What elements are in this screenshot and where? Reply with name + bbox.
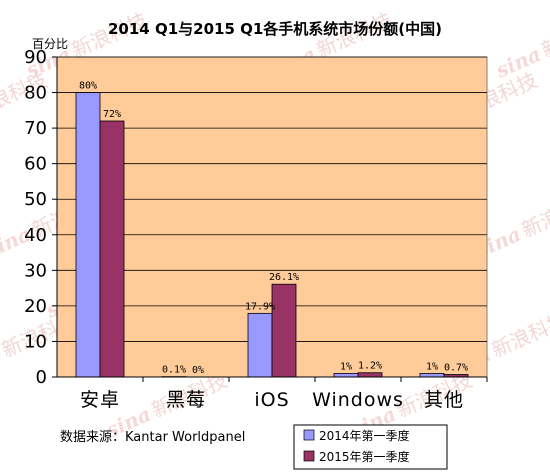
- data-label: 1%: [340, 361, 352, 372]
- data-label: 0.7%: [444, 363, 468, 374]
- legend: 2014年第一季度 2015年第一季度: [293, 424, 448, 470]
- legend-swatch-2014: [303, 429, 315, 441]
- y-tick-label: 60: [24, 154, 47, 175]
- legend-label-2015: 2015年第一季度: [319, 449, 410, 464]
- x-tick-label: 安卓: [80, 389, 120, 411]
- bar-2014-2: [247, 312, 273, 378]
- bar-2014-4: [419, 373, 445, 378]
- bar-2014-3: [333, 373, 359, 378]
- bar-2015-2: [271, 283, 297, 378]
- legend-swatch-2015: [303, 450, 315, 462]
- data-label: 17.9%: [245, 301, 275, 312]
- x-tick-label: 黑莓: [166, 389, 206, 411]
- source-note: 数据来源：Kantar Worldpanel: [60, 430, 245, 445]
- x-tick-label: 其他: [424, 389, 464, 411]
- y-tick-label: 90: [24, 47, 47, 68]
- legend-box: [293, 424, 448, 470]
- y-axis-label: 百分比: [32, 37, 68, 51]
- data-label: 0.1%: [162, 365, 186, 376]
- data-label: 1.2%: [358, 361, 382, 372]
- y-axis-ticks: 0 10 20 30 40 50 60 70 80 90: [24, 47, 57, 388]
- gridlines: [57, 56, 487, 342]
- legend-label-2014: 2014年第一季度: [319, 428, 410, 443]
- x-axis-ticks: 安卓 黑莓 iOS Windows 其他: [80, 377, 488, 411]
- data-label: 80%: [79, 81, 97, 92]
- watermark-logo: sina: [0, 342, 4, 383]
- data-label: 1%: [426, 361, 438, 372]
- y-tick-label: 30: [24, 260, 47, 281]
- bar-2015-3: [357, 372, 383, 378]
- y-tick-label: 70: [24, 118, 47, 139]
- data-label: 26.1%: [269, 272, 299, 283]
- y-tick-label: 80: [24, 83, 47, 104]
- bar-2015-0: [99, 120, 125, 378]
- y-tick-label: 50: [24, 189, 47, 210]
- x-tick-label: iOS: [254, 389, 289, 411]
- data-labels: 80% 72% 0.1% 0% 17.9% 26.1% 1% 1.2% 1% 0.7%: [79, 81, 468, 376]
- x-tick-label: Windows: [312, 389, 404, 411]
- y-tick-label: 10: [24, 331, 47, 352]
- data-label: 72%: [103, 109, 121, 120]
- watermark-text: 新浪科技: [488, 308, 550, 362]
- y-tick-label: 20: [24, 296, 47, 317]
- y-tick-label: 40: [24, 225, 47, 246]
- y-tick-label: 0: [36, 367, 47, 388]
- data-label: 0%: [192, 365, 204, 376]
- watermark-text: 新浪科技: [518, 188, 550, 242]
- chart-title: 2014 Q1与2015 Q1各手机系统市场份额(中国): [108, 20, 442, 38]
- bar-2014-0: [75, 92, 101, 378]
